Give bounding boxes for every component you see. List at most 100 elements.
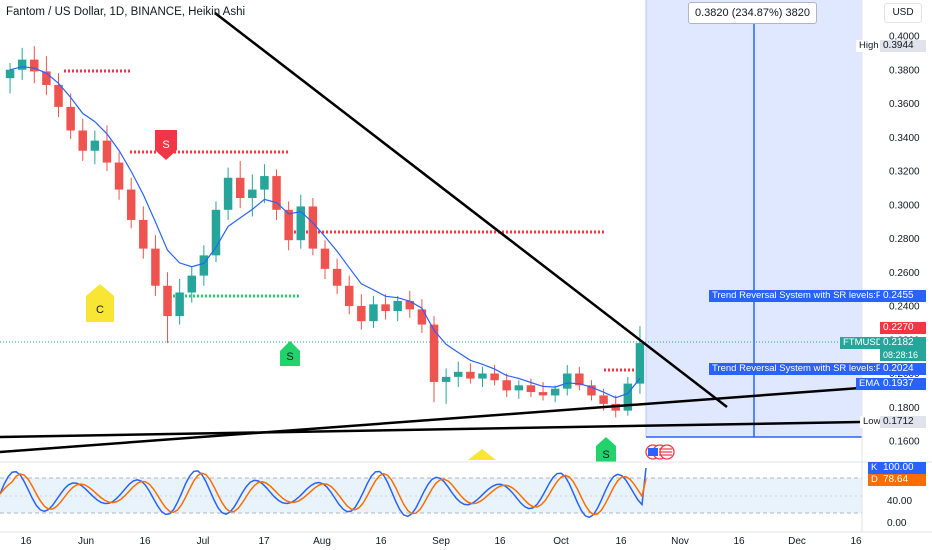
signal-s-sell-marker[interactable]: S [155, 130, 177, 160]
candle-body [30, 59, 39, 72]
candle-body [42, 71, 51, 85]
price-tick-label: 0.3200 [889, 167, 920, 178]
time-tick-label: Jun [78, 536, 94, 547]
candle-body [272, 176, 281, 210]
candle-body [78, 130, 87, 151]
time-axis[interactable]: 16 Jun 16 Jul 17 Aug 16 Sep 16 Oct 16 Nov 16 Dec 16 [20, 536, 862, 547]
countdown: 08:28:16 [880, 349, 926, 361]
stoch-tick-0: 0.00 [887, 518, 907, 529]
price-tick-label: 0.2400 [889, 302, 920, 313]
candle-body [223, 177, 233, 210]
price-tick-label: 0.4000 [889, 32, 920, 43]
candle-body [175, 292, 184, 317]
stoch-k-label: K [868, 462, 881, 474]
candle-body [526, 385, 536, 393]
signal-s-buy-marker-2[interactable]: S [596, 437, 616, 462]
trendline-support-rising[interactable] [0, 386, 861, 454]
candle-body [199, 255, 209, 276]
trendline-support-flat[interactable] [0, 420, 861, 439]
candle-body [17, 59, 27, 70]
symbol-price: 0.2182 [880, 337, 926, 349]
candle-body [393, 300, 402, 312]
candle-body [550, 388, 560, 396]
signal-s-buy-marker-1[interactable]: S [280, 341, 300, 366]
candle-body [187, 275, 196, 293]
time-tick-label: 16 [850, 536, 862, 547]
stoch-d-line [0, 472, 647, 516]
trendline-descending[interactable] [214, 12, 728, 408]
candle-body [635, 343, 645, 384]
price-tick-label: 0.1600 [889, 437, 920, 448]
candle-body [332, 268, 342, 286]
currency-button[interactable]: USD [884, 3, 922, 23]
price-tick-label: 0.2600 [889, 268, 920, 279]
price-tick-label: 0.2800 [889, 234, 920, 245]
sr-plot-2-value: 0.2024 [880, 363, 926, 375]
candle-body [454, 371, 463, 377]
candle-body [441, 376, 451, 382]
candle-body [90, 140, 100, 151]
candle-body [623, 383, 633, 411]
candle-body [54, 84, 63, 107]
candle-body [575, 373, 584, 386]
candle-body [538, 392, 548, 396]
candle-body [102, 140, 112, 163]
candle-body [490, 373, 499, 381]
time-tick-label: 16 [733, 536, 745, 547]
candle-body [369, 304, 378, 322]
sr-plot-1-value: 0.2455 [880, 290, 926, 302]
time-tick-label: 16 [375, 536, 387, 547]
us-flag-event-icon[interactable] [645, 444, 675, 460]
time-tick-label: Aug [313, 536, 331, 547]
time-tick-label: 16 [494, 536, 506, 547]
time-tick-label: Dec [788, 536, 806, 547]
sr-plot-2-label: Trend Reversal System with SR levels:Plo… [709, 363, 896, 375]
signal-s-label-2: S [286, 351, 293, 363]
high-label-text: High [859, 40, 879, 51]
stoch-tick-40: 40.00 [887, 496, 912, 507]
candle-body [417, 309, 427, 325]
candle-body [126, 189, 136, 220]
candle-body [587, 385, 596, 396]
ema-label: EMA [856, 378, 883, 390]
candle-body [284, 209, 293, 241]
measure-readout: 0.3820 (234.87%) 3820 [688, 2, 817, 24]
candle-body [296, 206, 306, 241]
signal-yellow-partial[interactable] [468, 449, 496, 460]
candle-body [599, 395, 608, 404]
candle-body [248, 189, 257, 198]
candle-body [235, 177, 245, 198]
time-tick-label: 16 [139, 536, 151, 547]
candle-body [563, 373, 572, 389]
signal-s-label-3: S [602, 449, 609, 461]
candle-body [478, 373, 487, 379]
stoch-d-label: D [868, 474, 881, 486]
time-tick-label: 16 [20, 536, 32, 547]
symbol-label: FTMUSD [840, 337, 886, 349]
candle-body [260, 176, 269, 190]
ema-value: 0.1937 [880, 378, 926, 390]
price-tick-label: 0.1800 [889, 403, 920, 414]
candle-body [429, 324, 439, 382]
candle-body [151, 248, 160, 286]
candle-body [514, 385, 524, 391]
candle-body [114, 162, 124, 190]
candle-body [381, 304, 390, 312]
candle-body [211, 209, 221, 256]
stoch-k-value: 100.00 [880, 462, 926, 474]
candle-body [163, 285, 172, 317]
candle-body [66, 106, 75, 131]
sr-plot-1-label: Trend Reversal System with SR levels:Plo… [709, 290, 896, 302]
candle-body [320, 248, 330, 269]
signal-c-marker[interactable]: C [86, 284, 114, 322]
last-price-red: 0.2270 [880, 322, 926, 334]
chart-title: Fantom / US Dollar, 1D, BINANCE, Heikin … [6, 6, 246, 18]
low-value: 0.1712 [880, 416, 926, 428]
time-tick-label: 16 [615, 536, 627, 547]
price-tick-label: 0.3400 [889, 133, 920, 144]
candle-body [405, 300, 415, 310]
signal-s-label-1: S [162, 139, 169, 151]
price-tick-label: 0.3800 [889, 65, 920, 76]
signal-c-label: C [96, 304, 104, 316]
